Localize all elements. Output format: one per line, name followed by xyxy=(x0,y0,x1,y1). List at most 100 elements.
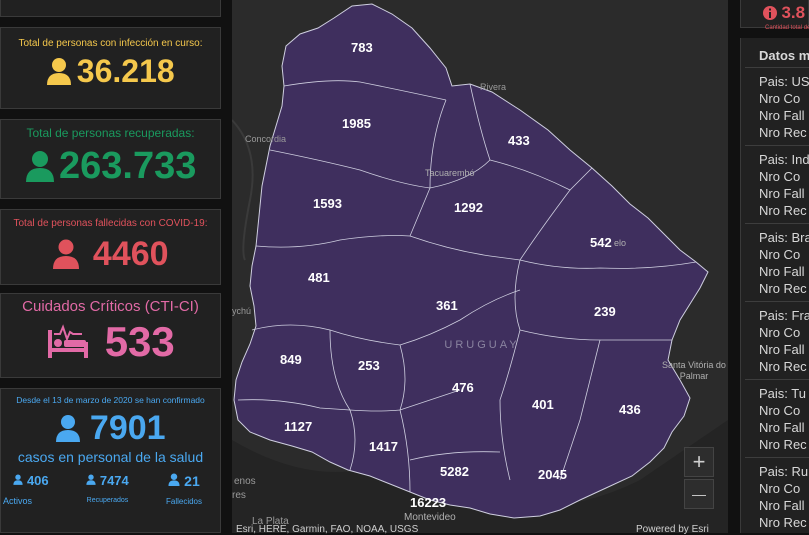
country-stat: Nro Fall xyxy=(759,342,805,357)
country-stat: Nro Rec xyxy=(759,125,807,140)
department-value[interactable]: 542 xyxy=(590,235,612,250)
health-sub-row: 406 Activos 7474 Recuperados 21 Fallecid… xyxy=(1,473,214,506)
person-icon xyxy=(13,474,23,485)
department-value[interactable]: 783 xyxy=(351,40,373,55)
country-stat: Nro Fall xyxy=(759,498,805,513)
department-value[interactable]: 1985 xyxy=(342,116,371,131)
map-svg: URUGUAY xyxy=(232,3,728,533)
health-header: Desde el 13 de marzo de 2020 se han conf… xyxy=(16,395,205,405)
top-right-value: 3.8 xyxy=(781,3,806,22)
country-item[interactable]: Pais: Tu Nro Co Nro Fall Nro Rec xyxy=(741,380,809,453)
country-name: Pais: Ru xyxy=(759,464,809,479)
recovered-label: Total de personas recuperadas: xyxy=(26,126,195,140)
country-stat: Nro Fall xyxy=(759,264,805,279)
department-value[interactable]: 16223 xyxy=(410,495,447,510)
country-name: Pais: Bra xyxy=(759,230,809,245)
country-item[interactable]: Pais: Ind Nro Co Nro Fall Nro Rec xyxy=(741,146,809,219)
health-recovered-value: 7474 xyxy=(99,473,129,488)
country-item[interactable]: Pais: US Nro Co Nro Fall Nro Rec xyxy=(741,68,809,141)
deceased-label: Total de personas fallecidas con COVID-1… xyxy=(13,218,208,229)
department-value[interactable]: 436 xyxy=(619,402,641,417)
divider xyxy=(745,223,809,224)
department-value[interactable]: 401 xyxy=(532,397,554,412)
city-label-tacuarembo: Tacuarembó xyxy=(425,168,475,178)
divider xyxy=(745,301,809,302)
river-line xyxy=(232,119,254,261)
country-stat: Nro Rec xyxy=(759,203,807,218)
health-footer: casos en personal de la salud xyxy=(17,449,204,465)
country-stat: Nro Rec xyxy=(759,359,807,374)
top-right-card: 3.8 Cantidad total de... xyxy=(740,0,809,31)
esri-powered-by[interactable]: Powered by Esri xyxy=(636,524,709,535)
department-value[interactable]: 481 xyxy=(308,270,330,285)
health-deceased-label: Fallecidos xyxy=(165,497,202,506)
person-icon xyxy=(25,151,54,182)
department-value[interactable]: 1417 xyxy=(369,439,398,454)
icu-card: Cuidados Críticos (CTI-CI) 533 xyxy=(0,293,221,378)
department-value[interactable]: 433 xyxy=(508,133,530,148)
health-value: 7901 xyxy=(89,409,166,447)
department-value[interactable]: 253 xyxy=(358,358,380,373)
health-active-label: Activos xyxy=(3,496,33,506)
health-sub-active: 406 Activos xyxy=(1,473,61,506)
health-deceased-value: 21 xyxy=(184,473,200,489)
country-stat: Nro Co xyxy=(759,91,801,106)
person-icon xyxy=(86,474,96,485)
department-value[interactable]: 239 xyxy=(594,304,616,319)
country-item[interactable]: Pais: Ru Nro Co Nro Fall Nro Rec xyxy=(741,458,809,531)
country-stat: Nro Co xyxy=(759,325,801,340)
icu-label: Cuidados Críticos (CTI-CI) xyxy=(22,298,199,315)
department-value[interactable]: 2045 xyxy=(538,467,567,482)
deceased-row: 4460 xyxy=(1,237,220,271)
department-value[interactable]: 5282 xyxy=(440,464,469,479)
city-label-gualeguaychu: ychú xyxy=(232,306,252,316)
top-right-caption: Cantidad total de... xyxy=(765,25,809,31)
country-stat: Nro Fall xyxy=(759,108,805,123)
country-item[interactable]: Pais: Fra Nro Co Nro Fall Nro Rec xyxy=(741,302,809,375)
divider xyxy=(745,67,809,68)
health-personnel-card: Desde el 13 de marzo de 2020 se han conf… xyxy=(0,388,221,533)
zoom-in-button[interactable]: + xyxy=(684,447,714,477)
country-stat: Nro Fall xyxy=(759,186,805,201)
zoom-out-button[interactable]: — xyxy=(684,479,714,509)
health-row: 7901 xyxy=(1,411,220,445)
active-cases-card: Total de personas con infección en curso… xyxy=(0,27,221,109)
department-value[interactable]: 1593 xyxy=(313,196,342,211)
country-name: Pais: Fra xyxy=(759,308,809,323)
department-value[interactable]: 849 xyxy=(280,352,302,367)
country-label: URUGUAY xyxy=(444,339,519,351)
department-value[interactable]: 1127 xyxy=(284,419,313,434)
map-attribution[interactable]: Esri, HERE, Garmin, FAO, NOAA, USGS xyxy=(236,524,419,535)
top-clipped-card xyxy=(0,0,221,17)
city-label-concordia: Concordia xyxy=(245,134,287,144)
map-view[interactable]: URUGUAY Rivera Concordia Tacuarembó Sant… xyxy=(232,0,728,533)
person-icon xyxy=(168,473,180,486)
deceased-value: 4460 xyxy=(92,235,169,273)
uruguay-shape xyxy=(233,3,709,519)
city-label-buenos-aires-1: enos xyxy=(234,476,256,487)
health-active-value: 406 xyxy=(26,473,49,488)
country-item[interactable]: Pais: Bra Nro Co Nro Fall Nro Rec xyxy=(741,224,809,297)
country-stat: Nro Rec xyxy=(759,281,807,296)
city-label-melo: elo xyxy=(614,238,627,248)
country-name: Pais: US xyxy=(759,74,809,89)
department-value[interactable]: 476 xyxy=(452,380,474,395)
person-icon xyxy=(47,58,72,85)
health-sub-recovered: 7474 Recuperados xyxy=(73,473,143,506)
city-label-santa-vitoria: Santa Vitória do Palmar xyxy=(662,360,726,381)
person-icon xyxy=(53,239,80,269)
department-value[interactable]: 361 xyxy=(436,298,458,313)
department-borders xyxy=(237,80,697,493)
country-stat: Nro Co xyxy=(759,403,801,418)
country-data-panel[interactable]: Datos m Pais: US Nro Co Nro Fall Nro Rec… xyxy=(740,38,809,533)
city-label-rivera: Rivera xyxy=(480,82,507,92)
icu-value: 533 xyxy=(104,318,175,365)
icu-row: 533 xyxy=(1,321,220,363)
recovered-card: Total de personas recuperadas: 263.733 xyxy=(0,119,221,199)
department-value[interactable]: 1292 xyxy=(454,200,483,215)
country-panel-title: Datos m xyxy=(759,48,809,63)
city-label-la-plata: La Plata xyxy=(252,516,289,527)
health-recovered-label: Recuperados xyxy=(86,497,129,504)
active-cases-value: 36.218 xyxy=(76,53,175,89)
country-stat: Nro Co xyxy=(759,169,801,184)
